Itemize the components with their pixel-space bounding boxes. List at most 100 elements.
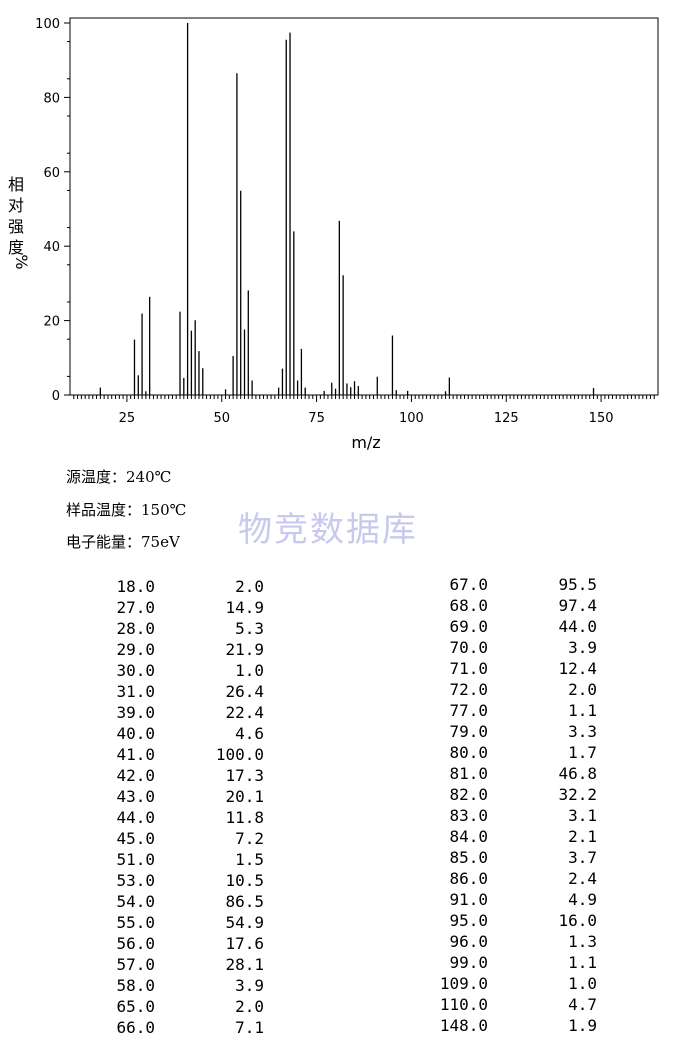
intensity-value: 2.4 (568, 869, 597, 888)
x-tick-label: 150 (589, 411, 614, 426)
intensity-value: 3.9 (235, 976, 264, 995)
intensity-value: 1.0 (568, 974, 597, 993)
mz-value: 42.0 (116, 766, 155, 785)
intensity-value: 17.6 (225, 934, 264, 953)
mz-value: 29.0 (116, 640, 155, 659)
intensity-value: 3.3 (568, 722, 597, 741)
intensity-value: 1.7 (568, 743, 597, 762)
mz-value: 28.0 (116, 619, 155, 638)
intensity-value: 28.1 (225, 955, 264, 974)
intensity-value: 95.5 (558, 575, 597, 594)
mz-value: 96.0 (449, 932, 488, 951)
intensity-value: 4.7 (568, 995, 597, 1014)
mz-value: 55.0 (116, 913, 155, 932)
y-axis-title-char: 相 (8, 175, 24, 194)
mz-value: 44.0 (116, 808, 155, 827)
mz-value: 99.0 (449, 953, 488, 972)
x-tick-label: 25 (119, 411, 136, 426)
watermark-text: 物竞数据库 (238, 510, 418, 550)
mz-value: 57.0 (116, 955, 155, 974)
y-tick-label: 0 (52, 389, 60, 404)
electron-energy: 电子能量：75eV (66, 533, 180, 551)
x-tick-label: 100 (399, 411, 424, 426)
intensity-value: 5.3 (235, 619, 264, 638)
intensity-value: 86.5 (225, 892, 264, 911)
mz-value: 91.0 (449, 890, 488, 909)
intensity-value: 3.1 (568, 806, 597, 825)
mz-value: 81.0 (449, 764, 488, 783)
mz-value: 109.0 (439, 974, 488, 993)
intensity-value: 11.8 (225, 808, 264, 827)
mz-value: 110.0 (439, 995, 488, 1014)
mz-value: 85.0 (449, 848, 488, 867)
mz-value: 41.0 (116, 745, 155, 764)
intensity-value: 7.2 (235, 829, 264, 848)
intensity-value: 1.9 (568, 1016, 597, 1035)
intensity-value: 16.0 (558, 911, 597, 930)
y-tick-label: 80 (43, 91, 60, 106)
intensity-value: 2.0 (235, 577, 264, 596)
y-tick-label: 60 (43, 166, 60, 181)
intensity-value: 2.1 (568, 827, 597, 846)
intensity-value: 4.6 (235, 724, 264, 743)
intensity-value: 10.5 (225, 871, 264, 890)
intensity-value: 2.0 (568, 680, 597, 699)
intensity-value: 2.0 (235, 997, 264, 1016)
x-tick-label: 125 (494, 411, 519, 426)
mz-value: 68.0 (449, 596, 488, 615)
mz-value: 56.0 (116, 934, 155, 953)
mz-value: 84.0 (449, 827, 488, 846)
intensity-value: 7.1 (235, 1018, 264, 1037)
x-tick-label: 50 (213, 411, 230, 426)
intensity-value: 3.9 (568, 638, 597, 657)
y-axis-title-char: 对 (8, 196, 24, 215)
mz-value: 45.0 (116, 829, 155, 848)
y-axis-title-char: 度 (8, 238, 24, 257)
source-temperature: 源温度：240℃ (66, 468, 172, 486)
intensity-value: 17.3 (225, 766, 264, 785)
mz-value: 53.0 (116, 871, 155, 890)
mz-value: 82.0 (449, 785, 488, 804)
mz-value: 77.0 (449, 701, 488, 720)
intensity-value: 4.9 (568, 890, 597, 909)
x-tick-label: 75 (308, 411, 325, 426)
intensity-value: 100.0 (215, 745, 264, 764)
intensity-value: 12.4 (558, 659, 597, 678)
mz-value: 27.0 (116, 598, 155, 617)
mz-value: 54.0 (116, 892, 155, 911)
mz-value: 18.0 (116, 577, 155, 596)
intensity-value: 32.2 (558, 785, 597, 804)
mz-value: 83.0 (449, 806, 488, 825)
intensity-value: 3.7 (568, 848, 597, 867)
y-axis-title-char: 强 (8, 217, 24, 236)
mz-value: 51.0 (116, 850, 155, 869)
plot-frame (69, 17, 659, 396)
mz-value: 148.0 (439, 1016, 488, 1035)
intensity-value: 54.9 (225, 913, 264, 932)
intensity-value: 1.3 (568, 932, 597, 951)
intensity-value: 14.9 (225, 598, 264, 617)
intensity-value: 26.4 (225, 682, 264, 701)
mz-value: 95.0 (449, 911, 488, 930)
mz-value: 70.0 (449, 638, 488, 657)
mz-value: 69.0 (449, 617, 488, 636)
mz-value: 71.0 (449, 659, 488, 678)
mz-value: 40.0 (116, 724, 155, 743)
y-tick-label: 100 (35, 17, 60, 32)
intensity-value: 44.0 (558, 617, 597, 636)
intensity-value: 20.1 (225, 787, 264, 806)
intensity-value: 1.1 (568, 701, 597, 720)
mz-value: 65.0 (116, 997, 155, 1016)
mz-value: 80.0 (449, 743, 488, 762)
mz-value: 86.0 (449, 869, 488, 888)
mz-value: 67.0 (449, 575, 488, 594)
mz-value: 30.0 (116, 661, 155, 680)
intensity-value: 22.4 (225, 703, 264, 722)
y-axis-title-unit: % (12, 254, 31, 269)
mz-value: 72.0 (449, 680, 488, 699)
intensity-value: 46.8 (558, 764, 597, 783)
mz-value: 79.0 (449, 722, 488, 741)
y-tick-label: 40 (43, 240, 60, 255)
mz-value: 43.0 (116, 787, 155, 806)
